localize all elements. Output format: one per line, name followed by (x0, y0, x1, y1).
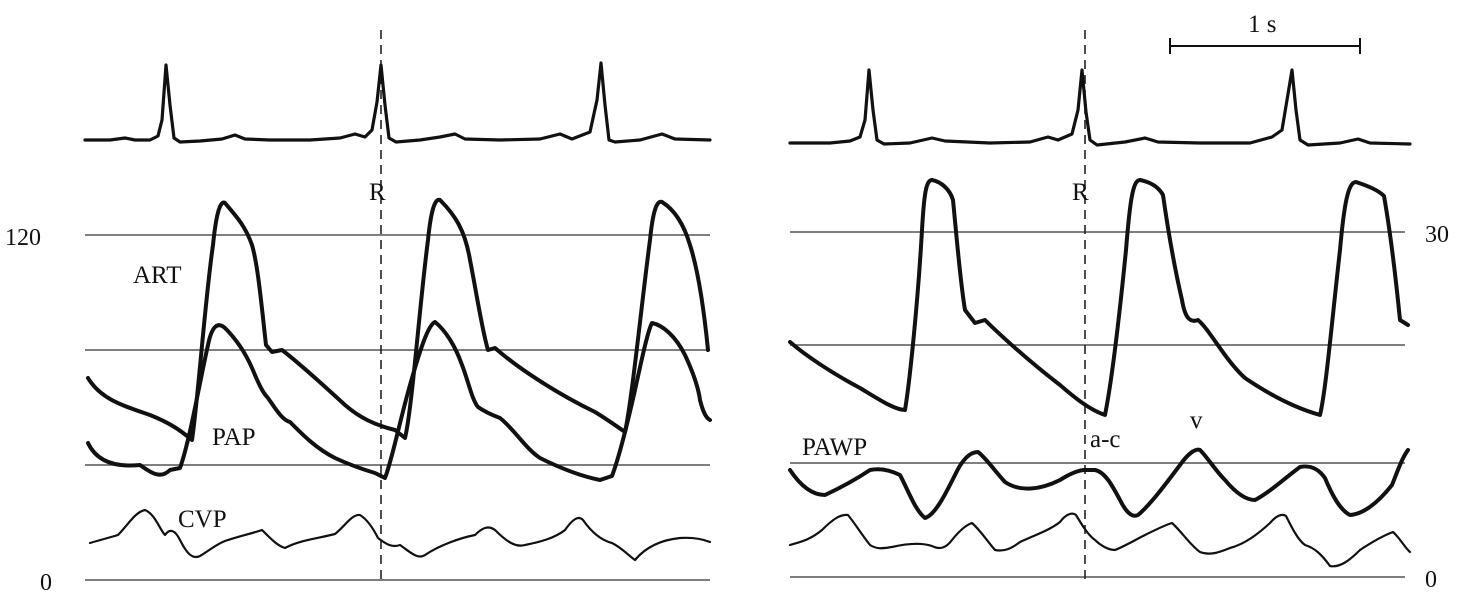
right-pap-trace (788, 178, 1410, 417)
pap-trace-label: PAP (212, 424, 256, 451)
v-wave-label: v (1190, 407, 1203, 434)
left-y-axis-bottom-label: 0 (40, 570, 52, 596)
left-y-axis-top-label: 120 (5, 225, 41, 251)
right-cvp-trace (788, 512, 1412, 568)
ac-wave-label: a-c (1090, 426, 1121, 453)
art-trace-label: ART (133, 262, 182, 289)
right-ecg-trace (788, 68, 1412, 147)
time-scale-label: 1 s (1248, 11, 1276, 38)
art-trace (86, 197, 710, 442)
left-ecg-trace (83, 61, 712, 144)
right-r-marker-label: R (1072, 179, 1089, 206)
pap-trace (86, 320, 712, 482)
time-scale-bar (1169, 38, 1361, 54)
right-panel (788, 30, 1412, 582)
left-panel (83, 30, 712, 582)
pawp-trace-label: PAWP (802, 434, 867, 461)
cvp-trace (88, 508, 712, 562)
pawp-trace (788, 447, 1410, 520)
cvp-trace-label: CVP (178, 506, 227, 533)
left-r-marker-label: R (369, 179, 386, 206)
right-y-axis-top-label: 30 (1425, 222, 1449, 248)
right-y-axis-bottom-label: 0 (1425, 567, 1437, 593)
